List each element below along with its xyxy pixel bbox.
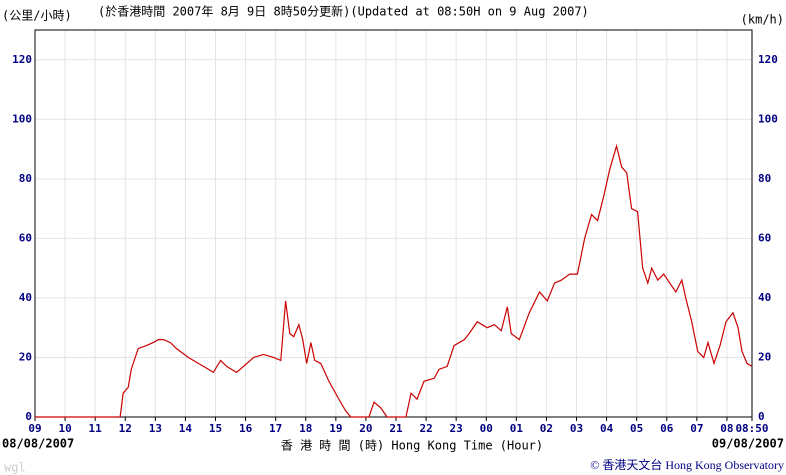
end-date: 09/08/2007 [712, 437, 784, 451]
y-tick-label: 20 [19, 350, 32, 363]
x-tick-label: 13 [149, 422, 162, 435]
y-tick-label-right: 40 [758, 291, 771, 304]
x-tick-label: 15 [209, 422, 222, 435]
y-tick-label: 120 [12, 53, 32, 66]
y-tick-label-right: 100 [758, 112, 778, 125]
x-tick-label: 03 [570, 422, 583, 435]
x-tick-label: 08 [720, 422, 733, 435]
chart-title: (於香港時間 2007年 8月 9日 8時50分更新)(Updated at 0… [98, 4, 589, 19]
x-tick-label: 05 [630, 422, 643, 435]
x-tick-label: 04 [600, 422, 614, 435]
x-axis-label: 香 港 時 間 (時) Hong Kong Time (Hour) [281, 439, 543, 453]
x-tick-label: 18 [299, 422, 312, 435]
x-tick-label: 08:50 [735, 422, 768, 435]
x-tick-label: 00 [480, 422, 493, 435]
y-tick-label: 60 [19, 231, 32, 244]
y-tick-label-right: 80 [758, 172, 771, 185]
y-tick-label: 0 [25, 410, 32, 423]
x-tick-label: 12 [119, 422, 132, 435]
y-tick-label-right: 120 [758, 53, 778, 66]
x-tick-label: 01 [510, 422, 524, 435]
credit: © 香港天文台 Hong Kong Observatory [590, 457, 784, 472]
watermark: wgl [4, 461, 26, 475]
x-tick-label: 11 [89, 422, 103, 435]
start-date: 08/08/2007 [2, 437, 74, 451]
y-tick-label: 80 [19, 172, 32, 185]
y-tick-label: 100 [12, 112, 32, 125]
y-tick-label-right: 60 [758, 231, 771, 244]
wind-line [35, 143, 753, 418]
y-tick-label-right: 0 [758, 410, 765, 423]
x-tick-label: 20 [359, 422, 372, 435]
x-tick-label: 17 [269, 422, 282, 435]
x-tick-label: 14 [179, 422, 193, 435]
y-label-right: (km/h) [741, 13, 784, 27]
y-tick-label: 40 [19, 291, 32, 304]
x-tick-label: 23 [450, 422, 463, 435]
x-tick-label: 10 [58, 422, 71, 435]
x-tick-label: 22 [419, 422, 432, 435]
x-tick-label: 16 [239, 422, 253, 435]
y-tick-label-right: 20 [758, 350, 771, 363]
x-tick-label: 19 [329, 422, 342, 435]
x-tick-label: 06 [660, 422, 674, 435]
y-label-left: (公里/小時) [2, 9, 72, 23]
x-tick-label: 07 [690, 422, 703, 435]
x-tick-label: 21 [389, 422, 403, 435]
x-tick-label: 02 [540, 422, 553, 435]
x-tick-label: 09 [28, 422, 41, 435]
